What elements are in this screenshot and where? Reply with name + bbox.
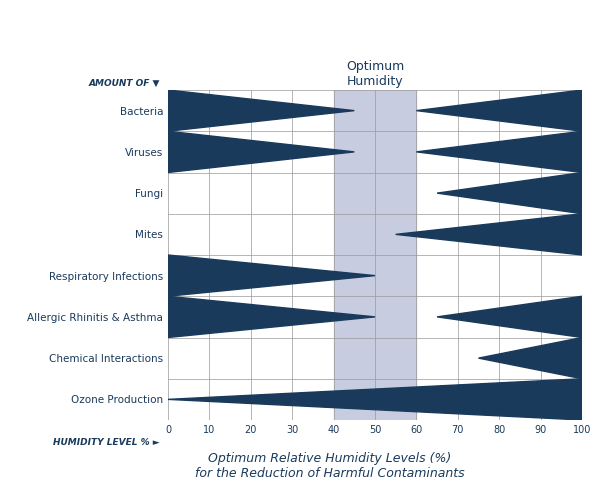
Polygon shape (168, 90, 354, 131)
Text: AMOUNT OF ▼: AMOUNT OF ▼ (88, 79, 160, 88)
Polygon shape (437, 296, 582, 338)
Text: Optimum
Humidity: Optimum Humidity (346, 60, 404, 88)
Polygon shape (416, 131, 582, 172)
Polygon shape (168, 296, 375, 338)
Polygon shape (168, 255, 375, 296)
Polygon shape (416, 90, 582, 131)
Text: Optimum Relative Humidity Levels (%)
for the Reduction of Harmful Contaminants: Optimum Relative Humidity Levels (%) for… (195, 452, 465, 480)
Polygon shape (396, 214, 582, 255)
Polygon shape (437, 172, 582, 214)
Polygon shape (168, 131, 354, 172)
Bar (334, 90, 416, 420)
Polygon shape (479, 338, 582, 379)
Text: HUMIDITY LEVEL % ►: HUMIDITY LEVEL % ► (53, 438, 160, 447)
Polygon shape (168, 379, 582, 420)
